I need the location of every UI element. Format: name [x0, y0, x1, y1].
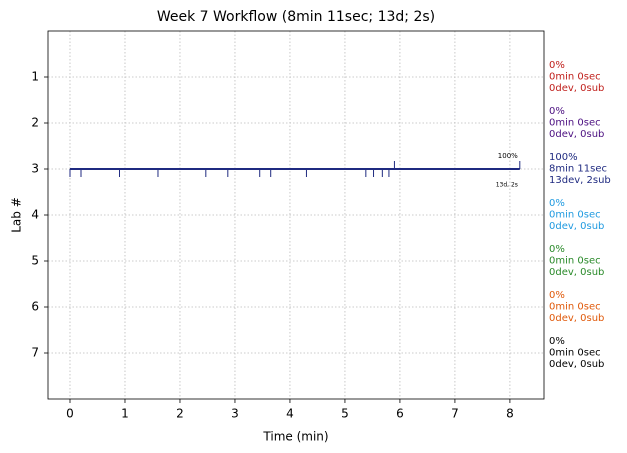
lab-summary: 0dev, 0sub [549, 221, 604, 232]
y-tick-label: 5 [31, 254, 39, 268]
lab-summary: 0dev, 0sub [549, 267, 604, 278]
lab-summary: 8min 11sec [549, 164, 607, 175]
x-tick-label: 0 [66, 407, 74, 421]
y-tick-label: 3 [31, 162, 39, 176]
count-note: 13d, 2s [496, 182, 518, 189]
lab-summary: 13dev, 2sub [549, 175, 611, 186]
x-tick-label: 5 [341, 407, 349, 421]
lab-summary: 100% [549, 152, 578, 163]
lab-summary: 0% [549, 336, 565, 347]
x-tick-label: 8 [506, 407, 514, 421]
x-axis-label: Time (min) [262, 430, 328, 444]
lab-summary: 0% [549, 244, 565, 255]
lab-summary: 0dev, 0sub [549, 129, 604, 140]
x-tick-label: 1 [121, 407, 129, 421]
lab-summary: 0dev, 0sub [549, 83, 604, 94]
lab-summary: 0min 0sec [549, 210, 601, 221]
plot-frame [47, 30, 545, 400]
y-axis-label: Lab # [10, 197, 24, 233]
y-tick-label: 4 [31, 208, 39, 222]
chart-title: Week 7 Workflow (8min 11sec; 13d; 2s) [157, 9, 435, 25]
lab-summary: 0dev, 0sub [549, 359, 604, 370]
x-tick-label: 2 [176, 407, 184, 421]
x-tick-label: 7 [451, 407, 459, 421]
lab-summary: 0min 0sec [549, 256, 601, 267]
lab-summary: 0min 0sec [549, 302, 601, 313]
lab-summary: 0% [549, 198, 565, 209]
y-tick-label: 1 [31, 70, 39, 84]
lab-summary: 0% [549, 290, 565, 301]
x-tick-label: 4 [286, 407, 294, 421]
lab-summary: 0dev, 0sub [549, 313, 604, 324]
y-tick-label: 2 [31, 116, 39, 130]
lab-summary: 0min 0sec [549, 72, 601, 83]
lab-summary: 0min 0sec [549, 118, 601, 129]
lab-summary: 0% [549, 60, 565, 71]
x-tick-label: 3 [231, 407, 239, 421]
lab-summary: 0% [549, 106, 565, 117]
lab-summary: 0min 0sec [549, 348, 601, 359]
y-tick-label: 6 [31, 300, 39, 314]
y-tick-label: 7 [31, 346, 39, 360]
x-tick-label: 6 [396, 407, 404, 421]
percent-note: 100% [498, 152, 518, 160]
